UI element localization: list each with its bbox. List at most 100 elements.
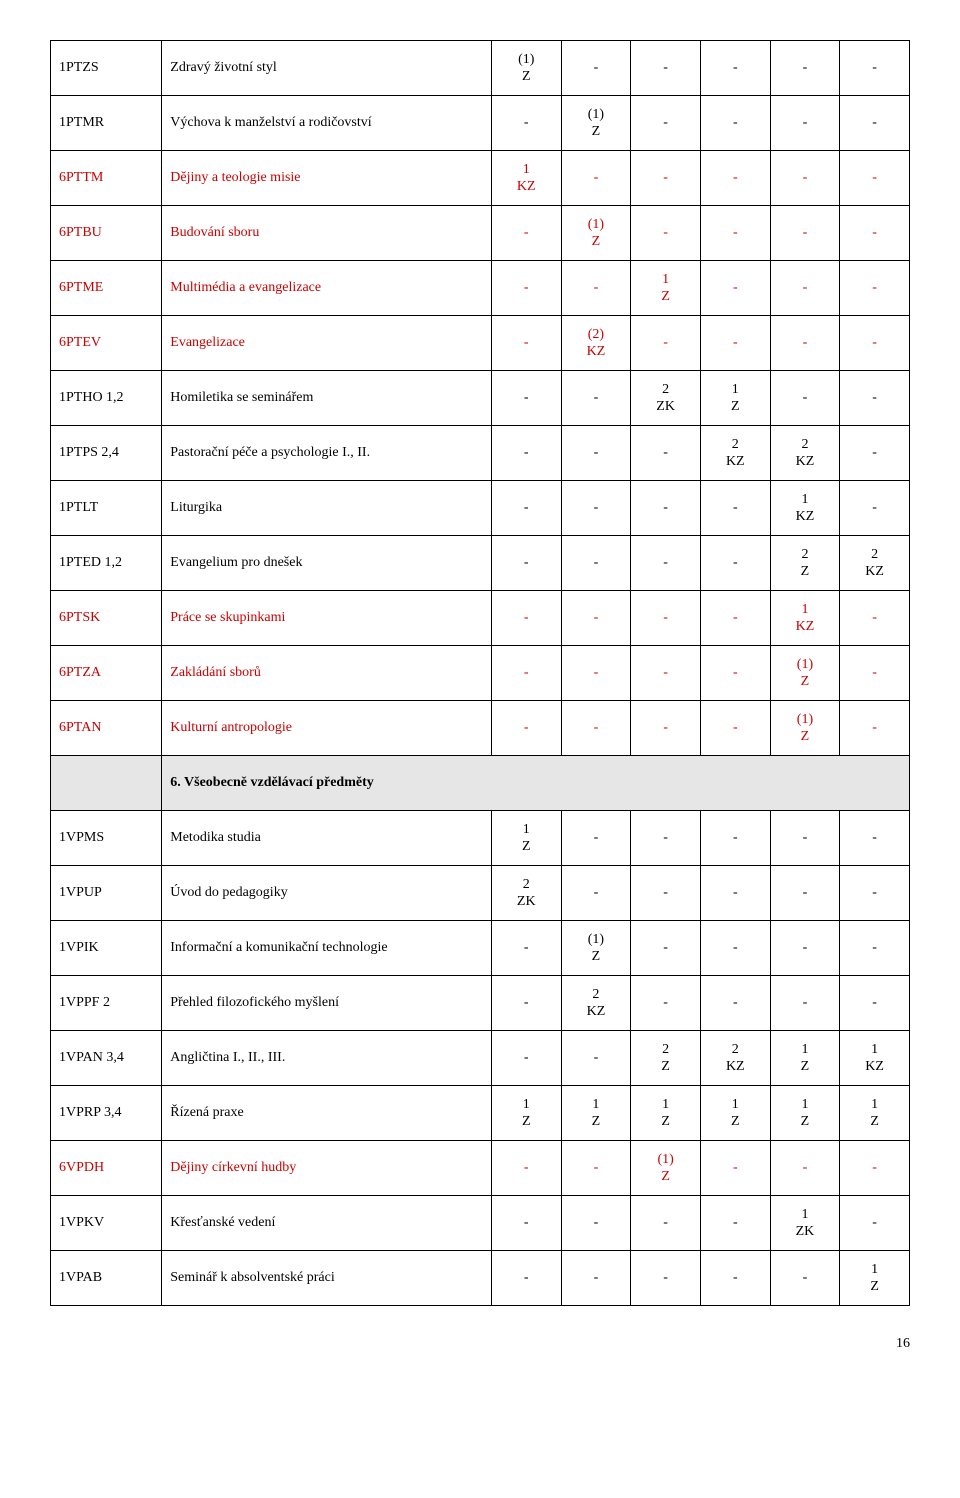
course-value: - — [770, 976, 840, 1031]
course-value: 1KZ — [840, 1031, 910, 1086]
course-name: Liturgika — [162, 481, 492, 536]
course-value: - — [700, 96, 770, 151]
course-value: 1Z — [631, 261, 701, 316]
course-value: - — [561, 701, 631, 756]
course-name: Budování sboru — [162, 206, 492, 261]
course-value: - — [700, 591, 770, 646]
course-value: - — [770, 1251, 840, 1306]
course-value: 1Z — [491, 811, 561, 866]
course-value: - — [700, 976, 770, 1031]
course-value: - — [561, 1251, 631, 1306]
course-value: - — [631, 591, 701, 646]
course-value: - — [561, 371, 631, 426]
course-value: - — [840, 426, 910, 481]
table-row: 1VPMSMetodika studia1Z----- — [51, 811, 910, 866]
course-value: - — [491, 536, 561, 591]
course-value: - — [561, 646, 631, 701]
course-value: - — [631, 151, 701, 206]
course-value: - — [840, 206, 910, 261]
section-header-row: 6. Všeobecně vzdělávací předměty — [51, 756, 910, 811]
table-row: 6PTBUBudování sboru-(1)Z---- — [51, 206, 910, 261]
course-value: - — [840, 316, 910, 371]
course-value: 2KZ — [840, 536, 910, 591]
course-name: Angličtina I., II., III. — [162, 1031, 492, 1086]
table-row: 1PTZSZdravý životní styl(1)Z----- — [51, 41, 910, 96]
course-value: - — [631, 481, 701, 536]
course-value: - — [700, 41, 770, 96]
table-row: 1VPPF 2Přehled filozofického myšlení-2KZ… — [51, 976, 910, 1031]
course-value: 1Z — [631, 1086, 701, 1141]
course-name: Kulturní antropologie — [162, 701, 492, 756]
course-value: - — [491, 921, 561, 976]
course-code: 6VPDH — [51, 1141, 162, 1196]
table-row: 1VPKVKřesťanské vedení----1ZK- — [51, 1196, 910, 1251]
course-value: - — [561, 426, 631, 481]
course-code: 6PTZA — [51, 646, 162, 701]
course-table: 1PTZSZdravý životní styl(1)Z-----1PTMRVý… — [50, 40, 910, 1306]
course-name: Přehled filozofického myšlení — [162, 976, 492, 1031]
course-name: Homiletika se seminářem — [162, 371, 492, 426]
course-value: - — [631, 811, 701, 866]
course-value: - — [700, 1141, 770, 1196]
course-value: - — [700, 1251, 770, 1306]
course-name: Práce se skupinkami — [162, 591, 492, 646]
course-value: - — [561, 1196, 631, 1251]
course-code: 6PTEV — [51, 316, 162, 371]
table-row: 1PTED 1,2Evangelium pro dnešek----2Z2KZ — [51, 536, 910, 591]
course-value: - — [700, 646, 770, 701]
section-title: 6. Všeobecně vzdělávací předměty — [162, 756, 910, 811]
table-row: 6PTTMDějiny a teologie misie1KZ----- — [51, 151, 910, 206]
course-value: - — [491, 976, 561, 1031]
course-name: Informační a komunikační technologie — [162, 921, 492, 976]
course-name: Seminář k absolventské práci — [162, 1251, 492, 1306]
page-number: 16 — [50, 1336, 910, 1352]
course-value: - — [631, 96, 701, 151]
course-code: 6PTSK — [51, 591, 162, 646]
course-value: - — [491, 96, 561, 151]
course-value: - — [700, 811, 770, 866]
table-row: 6PTEVEvangelizace-(2)KZ---- — [51, 316, 910, 371]
course-value: - — [840, 96, 910, 151]
course-value: - — [631, 1251, 701, 1306]
course-code: 1PTMR — [51, 96, 162, 151]
course-value: - — [840, 591, 910, 646]
course-code: 6PTBU — [51, 206, 162, 261]
course-value: - — [700, 261, 770, 316]
course-name: Dějiny církevní hudby — [162, 1141, 492, 1196]
course-value: 2KZ — [770, 426, 840, 481]
course-code: 1PTHO 1,2 — [51, 371, 162, 426]
course-value: - — [491, 591, 561, 646]
course-code: 1VPPF 2 — [51, 976, 162, 1031]
course-value: 1KZ — [770, 481, 840, 536]
course-value: - — [491, 1141, 561, 1196]
course-value: - — [770, 316, 840, 371]
course-value: - — [840, 921, 910, 976]
course-value: - — [561, 811, 631, 866]
course-value: - — [840, 41, 910, 96]
course-value: - — [770, 866, 840, 921]
course-value: - — [770, 371, 840, 426]
course-value: - — [491, 261, 561, 316]
course-value: 2ZK — [631, 371, 701, 426]
course-value: - — [840, 976, 910, 1031]
course-name: Multimédia a evangelizace — [162, 261, 492, 316]
course-value: - — [770, 811, 840, 866]
table-row: 1VPRP 3,4Řízená praxe1Z1Z1Z1Z1Z1Z — [51, 1086, 910, 1141]
course-name: Metodika studia — [162, 811, 492, 866]
table-row: 1VPAN 3,4Angličtina I., II., III.--2Z2KZ… — [51, 1031, 910, 1086]
course-value: - — [491, 701, 561, 756]
course-value: - — [631, 316, 701, 371]
course-value: 1Z — [491, 1086, 561, 1141]
course-value: - — [631, 921, 701, 976]
course-value: - — [700, 866, 770, 921]
course-value: - — [491, 206, 561, 261]
course-value: 2KZ — [700, 426, 770, 481]
course-code: 1VPMS — [51, 811, 162, 866]
course-value: - — [491, 481, 561, 536]
course-value: - — [561, 151, 631, 206]
course-value: 1KZ — [770, 591, 840, 646]
course-value: 1Z — [700, 371, 770, 426]
course-value: - — [491, 1251, 561, 1306]
course-value: - — [700, 701, 770, 756]
course-value: - — [840, 151, 910, 206]
